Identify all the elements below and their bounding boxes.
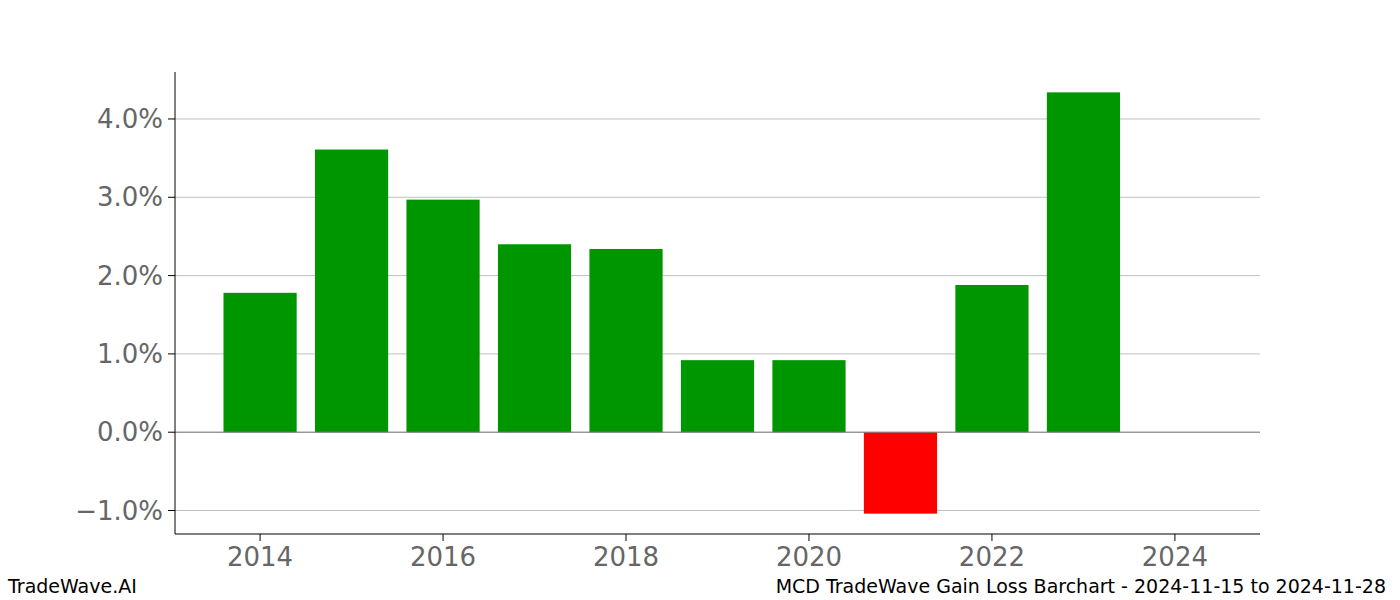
x-tick-label: 2016: [410, 542, 476, 572]
y-tick: [168, 510, 175, 511]
x-tick: [260, 534, 261, 541]
x-tick: [808, 534, 809, 541]
y-tick-label: 2.0%: [97, 261, 163, 291]
x-tick-label: 2024: [1142, 542, 1208, 572]
bar: [315, 150, 388, 433]
bar: [772, 360, 845, 432]
bar: [223, 293, 296, 432]
grid-line: [175, 432, 1260, 433]
grid-line: [175, 510, 1260, 511]
x-axis: [175, 534, 1260, 535]
y-tick: [168, 118, 175, 119]
bars: [223, 92, 1120, 513]
y-tick-label: 3.0%: [97, 182, 163, 212]
bar: [498, 244, 571, 432]
x-tick-label: 2014: [227, 542, 293, 572]
y-tick: [168, 197, 175, 198]
bar: [681, 360, 754, 432]
bar: [1047, 92, 1120, 432]
chart: −1.0% 0.0% 1.0% 2.0% 3.0% 4.0% 2014 2016 2018 202…: [0, 0, 1400, 600]
x-tick-label: 2020: [776, 542, 842, 572]
y-tick-label: 4.0%: [97, 104, 163, 134]
x-tick-label: 2022: [959, 542, 1025, 572]
y-tick-label: 0.0%: [97, 417, 163, 447]
annotation: TradeWave.AI: [7, 575, 137, 597]
bar: [864, 432, 937, 513]
y-axis: [175, 72, 176, 534]
zero-line: [175, 432, 1260, 433]
y-tick: [168, 432, 175, 433]
y-tick: [168, 353, 175, 354]
x-tick: [626, 534, 627, 541]
bar: [589, 249, 662, 432]
y-tick: [168, 275, 175, 276]
title: MCD TradeWave Gain Loss Barchart - 2024-…: [776, 575, 1386, 597]
y-tick-label: 1.0%: [97, 339, 163, 369]
bar: [955, 285, 1028, 432]
y-tick-label: −1.0%: [75, 496, 163, 526]
x-tick: [1174, 534, 1175, 541]
x-tick-label: 2018: [593, 542, 659, 572]
bar: [406, 200, 479, 433]
x-tick: [991, 534, 992, 541]
x-tick: [443, 534, 444, 541]
